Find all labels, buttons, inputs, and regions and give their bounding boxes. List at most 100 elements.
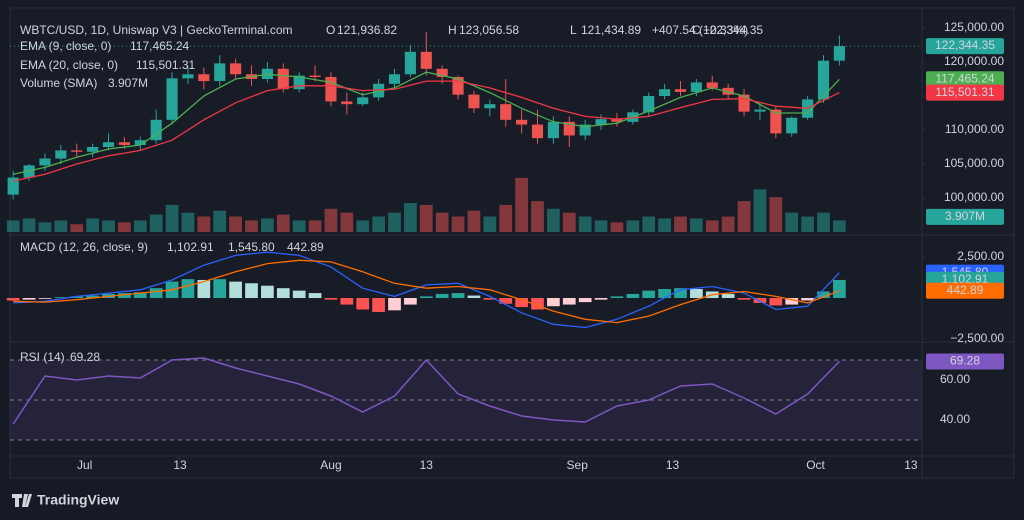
price-badge-label: 69.28 — [950, 354, 980, 368]
macd-histogram-bar — [610, 296, 624, 299]
candle-body — [373, 83, 385, 98]
candle-body — [579, 124, 591, 136]
candle-body — [23, 165, 35, 178]
macd-histogram-bar — [372, 298, 385, 312]
price-badge — [926, 208, 1004, 225]
macd-histogram-bar — [404, 298, 417, 305]
candle-body — [833, 46, 845, 61]
x-tick-label: Aug — [320, 458, 341, 472]
candle-body — [357, 97, 369, 105]
macd-histogram-bar — [721, 293, 735, 299]
volume-bar — [467, 210, 481, 232]
macd-histogram-bar — [467, 295, 481, 299]
candle-body — [786, 117, 798, 134]
volume-bar — [404, 203, 417, 232]
candle-body — [198, 74, 210, 82]
candle-body — [7, 177, 19, 195]
indicator-value: 1,545.80 — [228, 240, 275, 254]
y-tick-label: 120,000.00 — [944, 54, 1004, 68]
price-badge-label: 442.89 — [947, 283, 984, 297]
ohlc-value: 121,936.82 — [337, 23, 397, 37]
macd-histogram-bar — [245, 283, 258, 299]
y-tick-label: 60.00 — [940, 372, 970, 386]
candle-body — [325, 76, 337, 102]
price-badge — [926, 353, 1004, 370]
x-tick-label: 13 — [420, 458, 434, 472]
volume-bar — [118, 222, 131, 232]
macd-histogram-bar — [6, 298, 20, 301]
price-badge-label: 122,344.35 — [935, 38, 995, 52]
ohlc-name: C — [692, 23, 701, 37]
x-tick-label: 13 — [904, 458, 918, 472]
macd-histogram-bar — [801, 298, 814, 301]
x-tick-label: Sep — [567, 458, 589, 472]
candle-body — [484, 104, 496, 109]
candle-body — [214, 63, 226, 82]
macd-histogram-bar — [308, 293, 322, 299]
volume-bar — [642, 216, 656, 232]
macd-histogram-bar — [658, 289, 671, 299]
y-tick-label: 125,000.00 — [944, 20, 1004, 34]
candle-body — [468, 94, 480, 109]
macd-histogram-bar — [149, 288, 163, 299]
ohlc-value: 123,056.58 — [459, 23, 519, 37]
volume-bar — [133, 220, 147, 232]
price-badge — [926, 71, 1004, 88]
indicator-name: EMA (20, close, 0) — [20, 58, 118, 72]
candle-body — [55, 150, 67, 159]
candle-body — [722, 87, 734, 95]
macd-histogram-bar — [388, 298, 401, 311]
candle-body — [452, 76, 464, 95]
x-tick-label: 13 — [173, 458, 187, 472]
candle-body — [531, 124, 544, 139]
volume-bar — [658, 218, 671, 232]
ohlc-name: L — [570, 23, 577, 37]
macd-histogram-bar — [38, 298, 52, 299]
x-tick-label: Jul — [77, 458, 92, 472]
volume-bar — [578, 216, 592, 232]
macd-histogram-bar — [133, 292, 147, 299]
macd-histogram-bar — [642, 290, 656, 299]
indicator-value: 1,102.91 — [167, 240, 214, 254]
indicator-value: 115,501.31 — [136, 58, 195, 72]
volume-bar — [626, 220, 640, 232]
volume-bar — [197, 216, 211, 232]
volume-bar — [833, 220, 846, 232]
volume-bar — [483, 216, 497, 232]
volume-bar — [690, 218, 703, 232]
candle-body — [230, 63, 242, 75]
candle-body — [690, 82, 702, 92]
candle-body — [643, 96, 655, 113]
macd-histogram-bar — [419, 296, 433, 299]
candle-body — [436, 68, 448, 77]
volume-bar — [276, 214, 290, 232]
macd-histogram-bar — [118, 293, 131, 299]
macd-histogram-bar — [22, 298, 36, 300]
macd-histogram-bar — [785, 298, 799, 305]
macd-histogram-bar — [229, 281, 242, 299]
macd-histogram-bar — [213, 279, 227, 299]
volume-bar — [562, 212, 576, 232]
volume-bar — [388, 212, 401, 232]
volume-bar — [801, 216, 814, 232]
candle-body — [87, 147, 99, 152]
volume-bar — [324, 208, 338, 232]
volume-bar — [54, 220, 68, 232]
volume-bar — [229, 216, 242, 232]
macd-histogram-bar — [340, 298, 354, 305]
volume-bar — [419, 204, 433, 232]
candle-body — [420, 51, 432, 69]
ohlc-change: +407.54 (+0.33%) — [652, 23, 748, 37]
candle-body — [309, 75, 321, 77]
indicator-value: 442.89 — [287, 240, 324, 254]
chart-title: WBTC/USD, 1D, Uniswap V3 | GeckoTerminal… — [20, 23, 293, 37]
candle-body — [595, 119, 607, 125]
macd-histogram-bar — [261, 285, 274, 299]
price-badge-label: 115,501.31 — [935, 85, 994, 99]
candle-body — [611, 119, 623, 122]
macd-histogram-bar — [483, 298, 497, 300]
indicator-name: EMA (9, close, 0) — [20, 39, 111, 53]
y-tick-label: 105,000.00 — [944, 156, 1004, 170]
volume-bar — [547, 208, 560, 232]
macd-histogram-bar — [292, 290, 306, 299]
